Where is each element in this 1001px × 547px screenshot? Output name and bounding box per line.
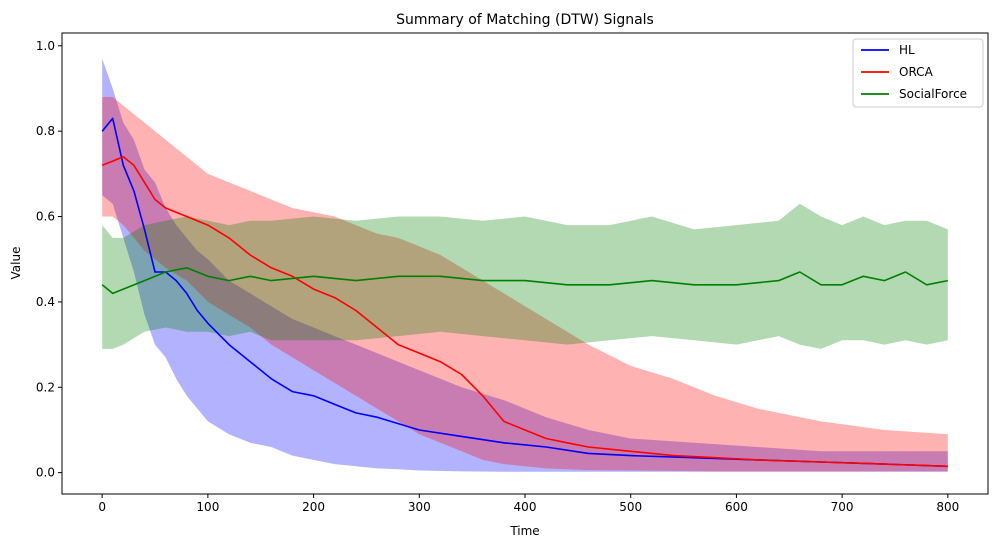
legend-label-orca: ORCA — [899, 65, 934, 79]
legend-box — [852, 38, 984, 108]
x-tick-label: 100 — [196, 500, 219, 514]
series-lines — [101, 117, 948, 468]
x-tick-label: 200 — [302, 500, 325, 514]
legend-label-hl: HL — [899, 43, 915, 57]
band-socialforce — [102, 203, 948, 349]
x-tick-label: 400 — [514, 500, 537, 514]
x-axis-ticks: 0 100 200 300 400 500 600 700 800 — [98, 494, 959, 514]
x-tick-label: 300 — [408, 500, 431, 514]
band-hl — [102, 58, 948, 472]
y-axis-ticks: 0.0 0.2 0.4 0.6 0.8 1.0 — [36, 39, 62, 480]
y-tick-label: 1.0 — [36, 39, 55, 53]
y-tick-label: 0.6 — [36, 210, 55, 224]
y-tick-label: 0.8 — [36, 124, 55, 138]
band-orca — [102, 97, 948, 472]
x-tick-label: 700 — [831, 500, 854, 514]
legend-label-socialforce: SocialForce — [899, 87, 967, 101]
y-tick-label: 0.4 — [36, 295, 55, 309]
legend: HL ORCA SocialForce — [852, 38, 984, 108]
x-tick-label: 800 — [936, 500, 959, 514]
chart-title: Summary of Matching (DTW) Signals — [396, 12, 654, 28]
x-tick-label: 0 — [98, 500, 106, 514]
y-tick-label: 0.2 — [36, 380, 55, 394]
x-tick-label: 600 — [725, 500, 748, 514]
x-tick-label: 500 — [619, 500, 642, 514]
y-axis-label: Value — [9, 247, 23, 280]
line-socialforce — [101, 266, 948, 295]
line-orca — [101, 156, 948, 468]
x-axis-label: Time — [509, 524, 539, 538]
line-hl — [101, 117, 948, 468]
confidence-bands — [102, 58, 948, 472]
y-tick-label: 0.0 — [36, 466, 55, 480]
